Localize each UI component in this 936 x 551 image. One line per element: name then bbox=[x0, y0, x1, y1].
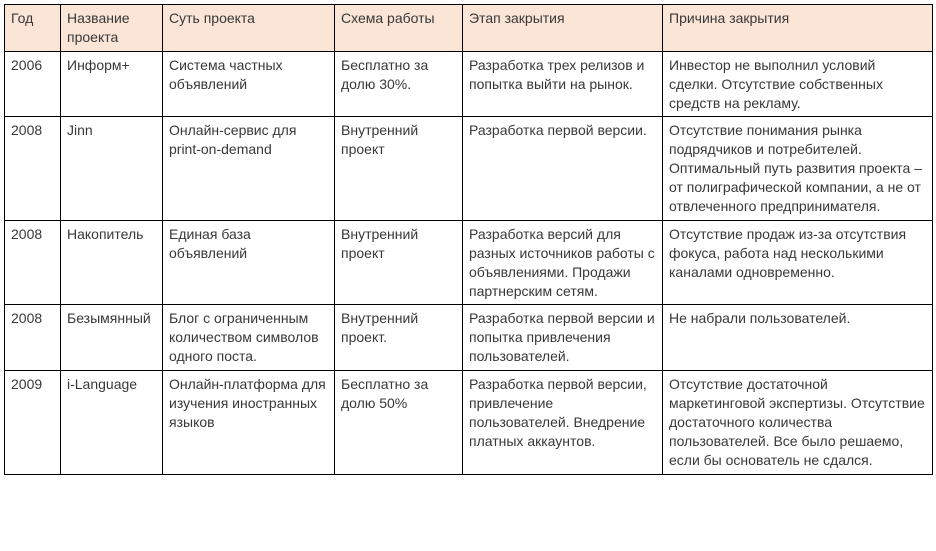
cell-name: Накопитель bbox=[61, 220, 163, 305]
col-name: Название проекта bbox=[61, 5, 163, 52]
table-row: 2008 Jinn Онлайн-сервис для print-on-dem… bbox=[5, 117, 933, 220]
col-scheme: Схема работы bbox=[335, 5, 463, 52]
cell-essence: Блог с ограниченным количеством символов… bbox=[163, 305, 335, 371]
cell-year: 2008 bbox=[5, 305, 61, 371]
cell-essence: Онлайн-платформа для изучения иностранны… bbox=[163, 371, 335, 474]
cell-reason: Отсутствие достаточной маркетинговой экс… bbox=[663, 371, 933, 474]
cell-stage: Разработка первой версии. bbox=[463, 117, 663, 220]
cell-name: Информ+ bbox=[61, 51, 163, 117]
table-row: 2006 Информ+ Система частных объявлений … bbox=[5, 51, 933, 117]
cell-year: 2008 bbox=[5, 117, 61, 220]
col-essence: Суть проекта bbox=[163, 5, 335, 52]
cell-name: Jinn bbox=[61, 117, 163, 220]
cell-essence: Онлайн-сервис для print-on-demand bbox=[163, 117, 335, 220]
cell-scheme: Внутренний проект bbox=[335, 220, 463, 305]
cell-stage: Разработка трех релизов и попытка выйти … bbox=[463, 51, 663, 117]
cell-scheme: Бесплатно за долю 50% bbox=[335, 371, 463, 474]
cell-year: 2009 bbox=[5, 371, 61, 474]
col-year: Год bbox=[5, 5, 61, 52]
table-header-row: Год Название проекта Суть проекта Схема … bbox=[5, 5, 933, 52]
cell-year: 2006 bbox=[5, 51, 61, 117]
cell-essence: Система частных объявлений bbox=[163, 51, 335, 117]
cell-essence: Единая база объявлений bbox=[163, 220, 335, 305]
table-row: 2009 i-Language Онлайн-платформа для изу… bbox=[5, 371, 933, 474]
cell-scheme: Внутренний проект bbox=[335, 117, 463, 220]
cell-name: i-Language bbox=[61, 371, 163, 474]
cell-stage: Разработка первой версии и попытка привл… bbox=[463, 305, 663, 371]
cell-name: Безымянный bbox=[61, 305, 163, 371]
cell-stage: Разработка первой версии, привлечение по… bbox=[463, 371, 663, 474]
col-reason: Причина закрытия bbox=[663, 5, 933, 52]
table-row: 2008 Безымянный Блог с ограниченным коли… bbox=[5, 305, 933, 371]
cell-reason: Не набрали пользователей. bbox=[663, 305, 933, 371]
cell-scheme: Внутренний проект. bbox=[335, 305, 463, 371]
cell-stage: Разработка версий для разных источников … bbox=[463, 220, 663, 305]
projects-table: Год Название проекта Суть проекта Схема … bbox=[4, 4, 933, 475]
cell-reason: Отсутствие продаж из-за отсутствия фокус… bbox=[663, 220, 933, 305]
cell-scheme: Бесплатно за долю 30%. bbox=[335, 51, 463, 117]
cell-reason: Отсутствие понимания рынка подрядчиков и… bbox=[663, 117, 933, 220]
col-stage: Этап закрытия bbox=[463, 5, 663, 52]
cell-reason: Инвестор не выполнил условий сделки. Отс… bbox=[663, 51, 933, 117]
table-row: 2008 Накопитель Единая база объявлений В… bbox=[5, 220, 933, 305]
cell-year: 2008 bbox=[5, 220, 61, 305]
